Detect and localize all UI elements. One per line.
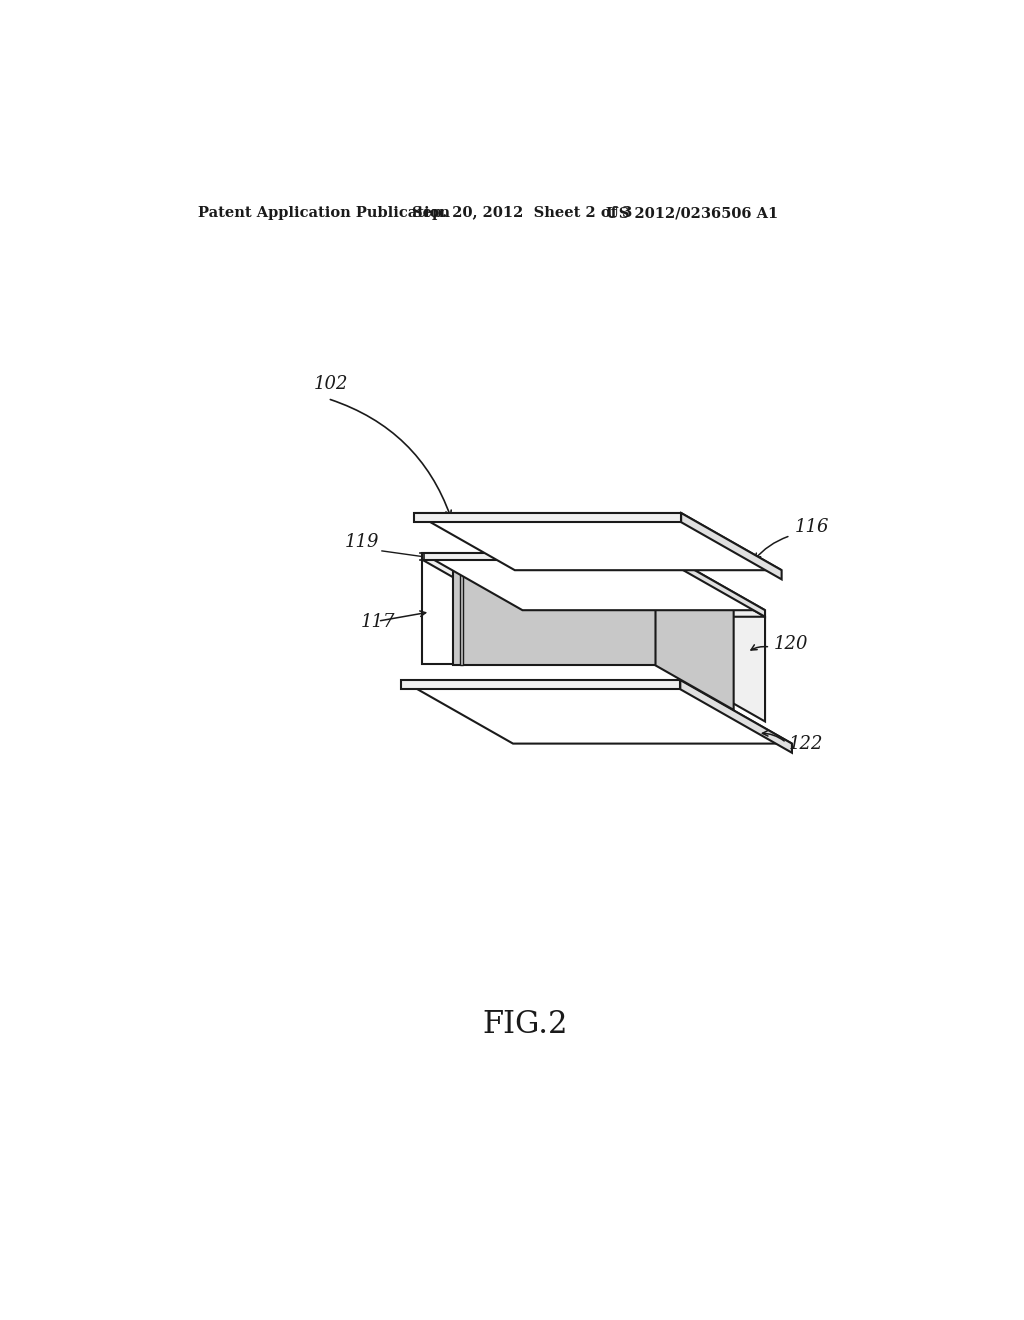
Text: 122: 122 — [788, 735, 823, 752]
Text: 102: 102 — [313, 375, 348, 393]
Text: 119: 119 — [345, 533, 380, 550]
Polygon shape — [401, 680, 792, 743]
Polygon shape — [680, 680, 792, 752]
Text: US 2012/0236506 A1: US 2012/0236506 A1 — [606, 206, 778, 220]
Polygon shape — [422, 553, 765, 610]
Polygon shape — [681, 513, 781, 579]
Polygon shape — [454, 566, 733, 610]
Polygon shape — [422, 553, 665, 560]
Text: Sep. 20, 2012  Sheet 2 of 3: Sep. 20, 2012 Sheet 2 of 3 — [412, 206, 632, 220]
Text: 116: 116 — [795, 517, 828, 536]
Polygon shape — [665, 553, 765, 616]
Polygon shape — [460, 566, 493, 583]
Polygon shape — [422, 560, 665, 664]
Text: 117: 117 — [360, 614, 395, 631]
Polygon shape — [401, 680, 680, 689]
Polygon shape — [422, 560, 765, 616]
Polygon shape — [454, 566, 655, 665]
Text: FIG.2: FIG.2 — [482, 1010, 567, 1040]
Polygon shape — [415, 513, 781, 570]
Text: Patent Application Publication: Patent Application Publication — [199, 206, 451, 220]
Polygon shape — [460, 566, 463, 665]
Text: 120: 120 — [774, 635, 809, 652]
Polygon shape — [665, 560, 765, 722]
Polygon shape — [415, 513, 681, 523]
Polygon shape — [655, 566, 733, 710]
